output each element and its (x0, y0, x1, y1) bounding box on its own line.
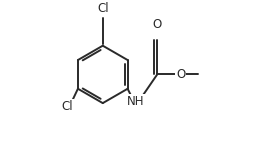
Text: Cl: Cl (97, 2, 109, 15)
Text: O: O (153, 18, 162, 31)
Text: Cl: Cl (62, 100, 73, 112)
Text: O: O (176, 68, 185, 81)
Text: NH: NH (126, 95, 144, 108)
